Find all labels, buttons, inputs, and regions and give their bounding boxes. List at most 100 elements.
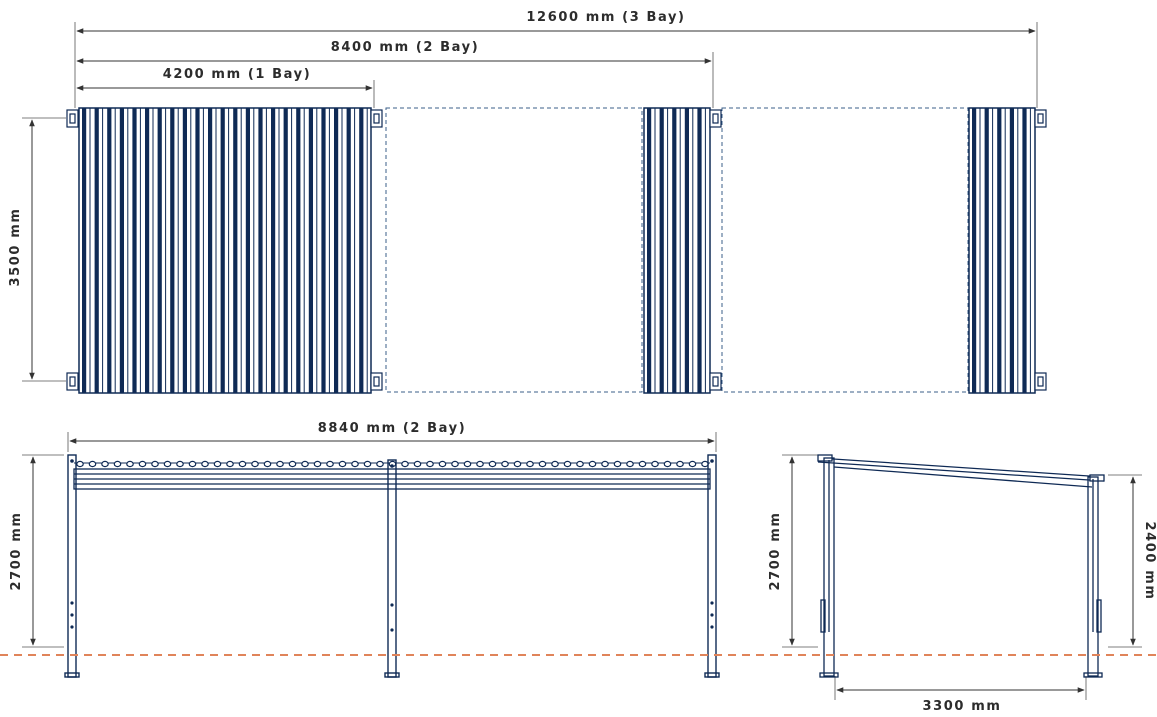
louvre-blade-end xyxy=(563,460,572,468)
louvre-blade-end xyxy=(338,460,347,468)
louvre-blade-end xyxy=(551,460,559,468)
louvre-blade xyxy=(145,108,150,393)
louvre-blade xyxy=(984,108,989,393)
louvre-blade-end xyxy=(488,460,497,468)
louvre-blade-end xyxy=(463,460,472,468)
louvre-blade-end xyxy=(613,460,622,468)
sloped-roof-beam xyxy=(817,454,1105,488)
louvre-blade-end xyxy=(276,460,284,468)
louvre-blade-end xyxy=(188,460,197,468)
front-posts xyxy=(64,454,720,678)
louvre-roof-bay-1 xyxy=(78,107,372,394)
dim-label-side-rear-height: 2400 mm xyxy=(1142,522,1157,601)
dim-label-front-height: 2700 mm xyxy=(9,512,24,591)
louvre-blade-end xyxy=(238,460,247,468)
louvre-blade-end xyxy=(151,460,159,468)
louvre-roof-section-2 xyxy=(643,107,711,394)
louvre-roof-section-3 xyxy=(968,107,1036,394)
louvre-blade-end xyxy=(176,460,184,468)
louvre-blade xyxy=(334,108,339,393)
front-louvre-edge xyxy=(76,460,709,468)
plan-view: 12600 mm (3 Bay) 8400 mm (2 Bay) 4200 mm… xyxy=(8,10,1047,394)
dim-label-2-bay: 8400 mm (2 Bay) xyxy=(331,40,480,55)
louvre-blade xyxy=(208,108,213,393)
louvre-blade-end xyxy=(113,460,122,468)
dim-label-side-front-height: 2700 mm xyxy=(768,512,783,591)
louvre-blade xyxy=(182,108,187,393)
louvre-blade-end xyxy=(126,460,134,468)
louvre-blade-end xyxy=(701,460,709,468)
side-posts xyxy=(819,457,1103,678)
louvre-blade-end xyxy=(101,460,109,468)
louvre-blade-end xyxy=(476,460,484,468)
louvre-blade xyxy=(233,108,238,393)
side-post-front xyxy=(823,457,835,677)
louvre-blade-end xyxy=(538,460,547,468)
louvre-blade xyxy=(296,108,301,393)
louvre-blade xyxy=(283,108,288,393)
louvre-blade-end xyxy=(226,460,234,468)
side-elevation: 2700 mm 2400 mm 3300 mm xyxy=(768,454,1157,714)
dim-label-depth: 3500 mm xyxy=(8,208,23,287)
louvre-blade-end xyxy=(288,460,297,468)
louvre-blade xyxy=(346,108,351,393)
louvre-blade-end xyxy=(138,460,147,468)
louvre-blade-end xyxy=(626,460,634,468)
louvre-blade xyxy=(157,108,162,393)
louvre-blade-end xyxy=(588,460,597,468)
louvre-blade xyxy=(82,108,87,393)
louvre-blade-end xyxy=(688,460,697,468)
post-bolt-holes xyxy=(70,459,714,632)
louvre-blade-end xyxy=(376,460,384,468)
louvre-blade-end xyxy=(401,460,409,468)
dim-label-1-bay: 4200 mm (1 Bay) xyxy=(163,67,312,82)
louvre-blade-end xyxy=(651,460,659,468)
louvre-blade-end xyxy=(426,460,434,468)
dim-label-front-width: 8840 mm (2 Bay) xyxy=(318,421,467,436)
louvre-blade-end xyxy=(313,460,322,468)
louvre-blade xyxy=(321,108,326,393)
front-post-middle xyxy=(387,459,397,678)
louvre-blade xyxy=(195,108,200,393)
louvre-blade xyxy=(697,108,702,393)
dim-label-3-bay: 12600 mm (3 Bay) xyxy=(526,10,685,25)
front-elevation: 8840 mm (2 Bay) 2700 mm xyxy=(9,421,720,678)
louvre-blade-end xyxy=(351,460,359,468)
louvre-blade-end xyxy=(263,460,272,468)
louvre-blade-end xyxy=(163,460,172,468)
louvre-blade-end xyxy=(676,460,684,468)
side-post-rear xyxy=(1087,476,1099,677)
louvre-blade xyxy=(672,108,677,393)
louvre-blade-end xyxy=(601,460,609,468)
louvre-blade-end xyxy=(301,460,309,468)
louvre-blade xyxy=(258,108,263,393)
louvre-blade xyxy=(220,108,225,393)
post-brackets xyxy=(66,109,1047,391)
louvre-blade xyxy=(245,108,250,393)
louvre-blade xyxy=(647,108,652,393)
louvre-blade xyxy=(997,108,1002,393)
louvre-blade-end xyxy=(88,460,97,468)
louvre-blade xyxy=(659,108,664,393)
louvre-blade xyxy=(119,108,124,393)
louvre-blade-end xyxy=(213,460,222,468)
louvre-blade-end xyxy=(76,460,84,468)
louvre-blade-end xyxy=(451,460,459,468)
louvre-blade xyxy=(1009,108,1014,393)
louvre-blade-end xyxy=(326,460,334,468)
louvre-blade-end xyxy=(663,460,672,468)
louvre-blade-end xyxy=(576,460,584,468)
louvre-blade-end xyxy=(363,460,372,468)
louvre-blade xyxy=(359,108,364,393)
louvre-blade xyxy=(308,108,313,393)
louvre-blade-end xyxy=(638,460,647,468)
empty-bay-outline xyxy=(385,107,643,393)
louvre-blade xyxy=(271,108,276,393)
louvre-blade-end xyxy=(438,460,447,468)
louvre-blade-end xyxy=(251,460,259,468)
empty-bay-outline xyxy=(721,107,969,393)
louvre-blade xyxy=(1022,108,1027,393)
louvre-blade xyxy=(684,108,689,393)
louvre-blade-end xyxy=(501,460,509,468)
